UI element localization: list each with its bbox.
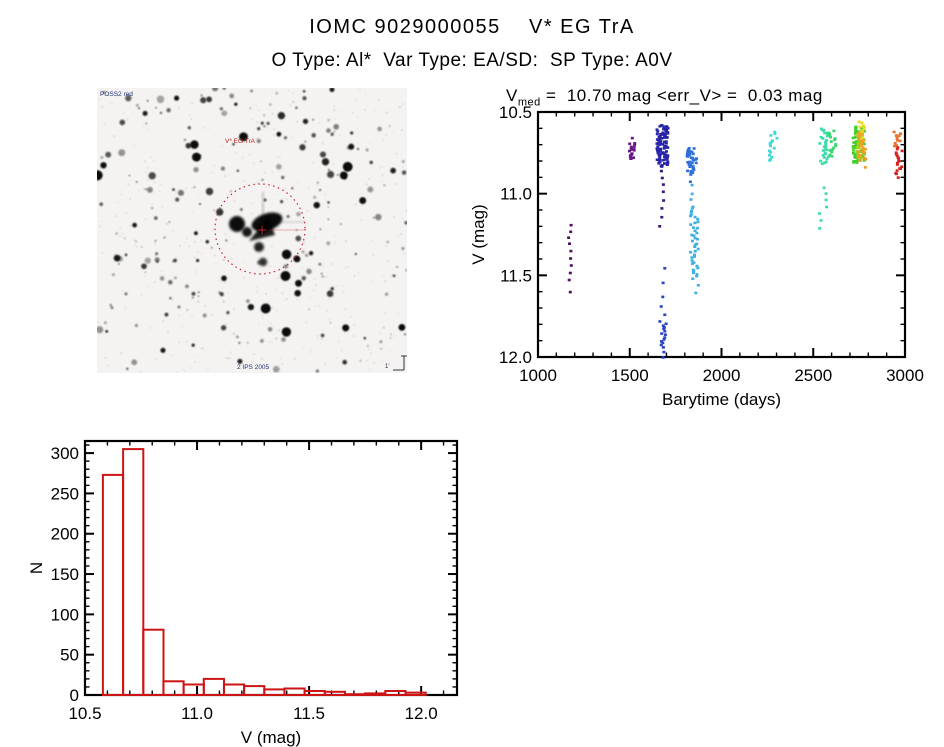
x-tick-label: 1500 — [611, 366, 649, 385]
cluster-2 — [655, 124, 670, 168]
cluster-0 — [567, 223, 573, 294]
star-field-stars — [97, 88, 407, 373]
scale-label: 1' — [385, 364, 389, 370]
hist-bar — [243, 685, 266, 697]
hist-bar — [162, 680, 185, 697]
y-tick-label: 150 — [51, 565, 79, 584]
hist-bar — [323, 690, 346, 696]
hist-bar — [263, 688, 286, 696]
x-tick-label: 1000 — [519, 366, 557, 385]
cluster-4 — [658, 267, 668, 359]
hist-bar — [122, 448, 145, 696]
y-tick-label: 200 — [51, 525, 79, 544]
x-tick-label: 2000 — [703, 366, 741, 385]
cluster-1 — [628, 136, 637, 160]
image-bottom-label: 2 IPS 2005 — [237, 364, 270, 371]
axis-box — [83, 439, 459, 697]
cluster-6 — [689, 183, 700, 295]
axes: 1000 1500 2000 2500 3000 10.5 11.0 11.5 12.0 Bary… — [470, 103, 924, 409]
hist-bar — [222, 683, 246, 696]
lightcurve-title-base: V — [506, 86, 518, 105]
scale-bar — [393, 355, 407, 371]
y-tick-label: 50 — [60, 646, 79, 665]
y-tick-label: 11.5 — [500, 266, 532, 285]
y-tick-label: 300 — [51, 444, 79, 463]
data-points — [567, 120, 904, 359]
survey-label: POSS2 red — [100, 91, 133, 98]
cluster-3 — [658, 169, 666, 228]
finding-chart-image: V* EG TrA POSS2 red 2 IPS 2005 1' — [97, 88, 407, 373]
y-tick-label: 11.0 — [500, 185, 532, 204]
y-tick-label: 10.5 — [499, 103, 532, 122]
hist-bar — [202, 677, 226, 696]
cluster-15 — [894, 146, 904, 179]
target-marker-circle — [214, 183, 306, 275]
y-axis-label: V (mag) — [470, 204, 488, 264]
lightcurve-svg: 1000 1500 2000 2500 3000 10.5 11.0 11.5 12.0 Bary… — [470, 103, 924, 409]
x-tick-label: 10.5 — [68, 704, 101, 723]
axes: 10.5 11.0 11.5 12.0 0 50 100 150 200 250 300 V (mag… — [30, 439, 459, 747]
y-tick-label: 12.0 — [499, 348, 532, 367]
hist-bar — [384, 690, 407, 696]
hist-bar — [142, 628, 165, 696]
cluster-13 — [856, 131, 868, 169]
lightcurve-title-sub: med — [517, 96, 541, 109]
cluster-9 — [827, 129, 838, 158]
cluster-14 — [892, 130, 903, 148]
lightcurve-title-rest: = 10.70 mag <err_V> = 0.03 mag — [540, 86, 823, 105]
hist-bar — [364, 692, 387, 696]
cluster-7 — [768, 130, 779, 162]
page-title: IOMC 9029000055 V* EG TrA — [309, 16, 635, 38]
hist-bar — [303, 690, 326, 696]
x-tick-label: 12.0 — [405, 704, 438, 723]
page-subtitle: O Type: Al* Var Type: EA/SD: SP Type: A0… — [271, 50, 673, 71]
target-star-blob — [229, 192, 305, 267]
y-tick-label: 0 — [70, 686, 79, 705]
target-crosshair — [258, 226, 304, 234]
hist-bar — [344, 693, 367, 697]
lightcurve-title: Vmed = 10.70 mag <err_V> = 0.03 mag — [506, 86, 823, 108]
cluster-8 — [817, 127, 830, 230]
histogram-svg: 10.5 11.0 11.5 12.0 0 50 100 150 200 250 300 V (mag… — [30, 439, 459, 747]
x-tick-label: 2500 — [794, 366, 832, 385]
cluster-5 — [685, 147, 698, 184]
finding-chart: V* EG TrA POSS2 red 2 IPS 2005 1' — [97, 88, 407, 373]
y-tick-label: 100 — [51, 605, 79, 624]
x-axis-label: Barytime (days) — [662, 390, 781, 409]
y-tick-label: 250 — [51, 484, 79, 503]
hist-bar — [283, 687, 306, 696]
y-axis-label: N — [30, 562, 46, 574]
star-field-background — [97, 88, 407, 373]
x-axis-label: V (mag) — [241, 728, 301, 747]
hist-bar — [182, 683, 205, 696]
hist-bar — [404, 691, 427, 697]
x-tick-label: 3000 — [886, 366, 924, 385]
hist-bars — [101, 448, 427, 697]
x-tick-label: 11.0 — [181, 704, 213, 723]
axis-box — [536, 110, 907, 359]
target-label: V* EG TrA — [225, 138, 256, 145]
hist-bar — [101, 473, 125, 697]
histogram-plot: 10.5 11.0 11.5 12.0 0 50 100 150 200 250 300 V (mag… — [30, 430, 485, 747]
lightcurve-plot: 1000 1500 2000 2500 3000 10.5 11.0 11.5 12.0 Bary… — [470, 82, 944, 417]
x-tick-label: 11.5 — [293, 704, 325, 723]
